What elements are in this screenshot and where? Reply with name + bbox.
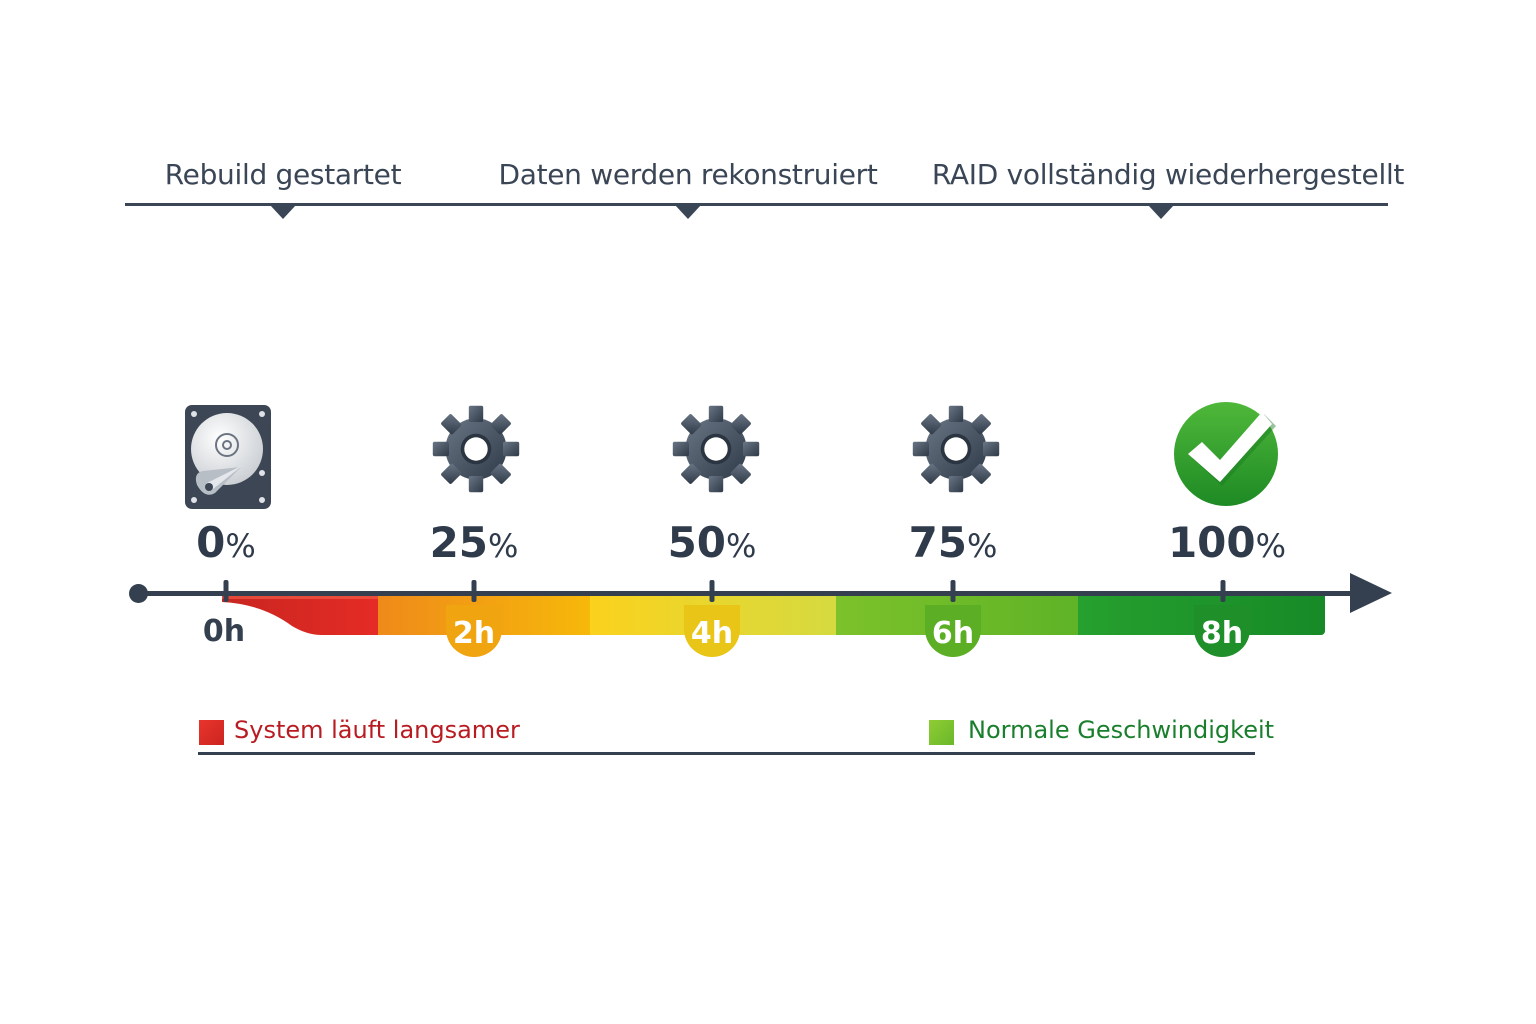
hard-drive-icon bbox=[183, 403, 273, 515]
tick-2h bbox=[471, 580, 477, 602]
phase-label-start: Rebuild gestartet bbox=[164, 158, 402, 191]
percent-label-0: 0% bbox=[196, 518, 256, 567]
phase-divider-line bbox=[125, 203, 1388, 206]
checkmark-circle-icon bbox=[1172, 398, 1284, 514]
legend-underline bbox=[198, 752, 1255, 755]
phase-marker-start bbox=[270, 205, 296, 219]
phase-marker-reconstruct bbox=[675, 205, 701, 219]
phase-marker-complete bbox=[1148, 205, 1174, 219]
legend-swatch-slow bbox=[199, 720, 224, 745]
percent-label-25: 25% bbox=[429, 518, 519, 567]
gear-icon bbox=[911, 404, 1001, 498]
tick-8h bbox=[1220, 580, 1226, 602]
hour-badge-6h: 6h bbox=[925, 605, 981, 657]
percent-label-75: 75% bbox=[908, 518, 998, 567]
gear-icon bbox=[671, 404, 761, 498]
timeline-axis bbox=[138, 591, 1358, 596]
hour-label-0h: 0h bbox=[202, 614, 246, 649]
percent-label-50: 50% bbox=[667, 518, 757, 567]
segment-red bbox=[222, 596, 378, 635]
legend-swatch-normal bbox=[929, 720, 954, 745]
hour-badge-8h: 8h bbox=[1194, 605, 1250, 657]
phase-label-reconstruct: Daten werden rekonstruiert bbox=[498, 158, 878, 191]
tick-0h bbox=[223, 580, 229, 602]
tick-6h bbox=[950, 580, 956, 602]
percent-label-100: 100% bbox=[1167, 518, 1287, 567]
tick-4h bbox=[709, 580, 715, 602]
phase-label-complete: RAID vollständig wiederhergestellt bbox=[931, 158, 1405, 191]
gear-icon bbox=[431, 404, 521, 498]
timeline-start-dot bbox=[129, 584, 148, 603]
legend-label-normal: Normale Geschwindigkeit bbox=[968, 716, 1275, 744]
arrow-right-icon bbox=[1350, 573, 1392, 613]
hour-badge-4h: 4h bbox=[684, 605, 740, 657]
legend-label-slow: System läuft langsamer bbox=[234, 716, 520, 744]
hour-badge-2h: 2h bbox=[446, 605, 502, 657]
